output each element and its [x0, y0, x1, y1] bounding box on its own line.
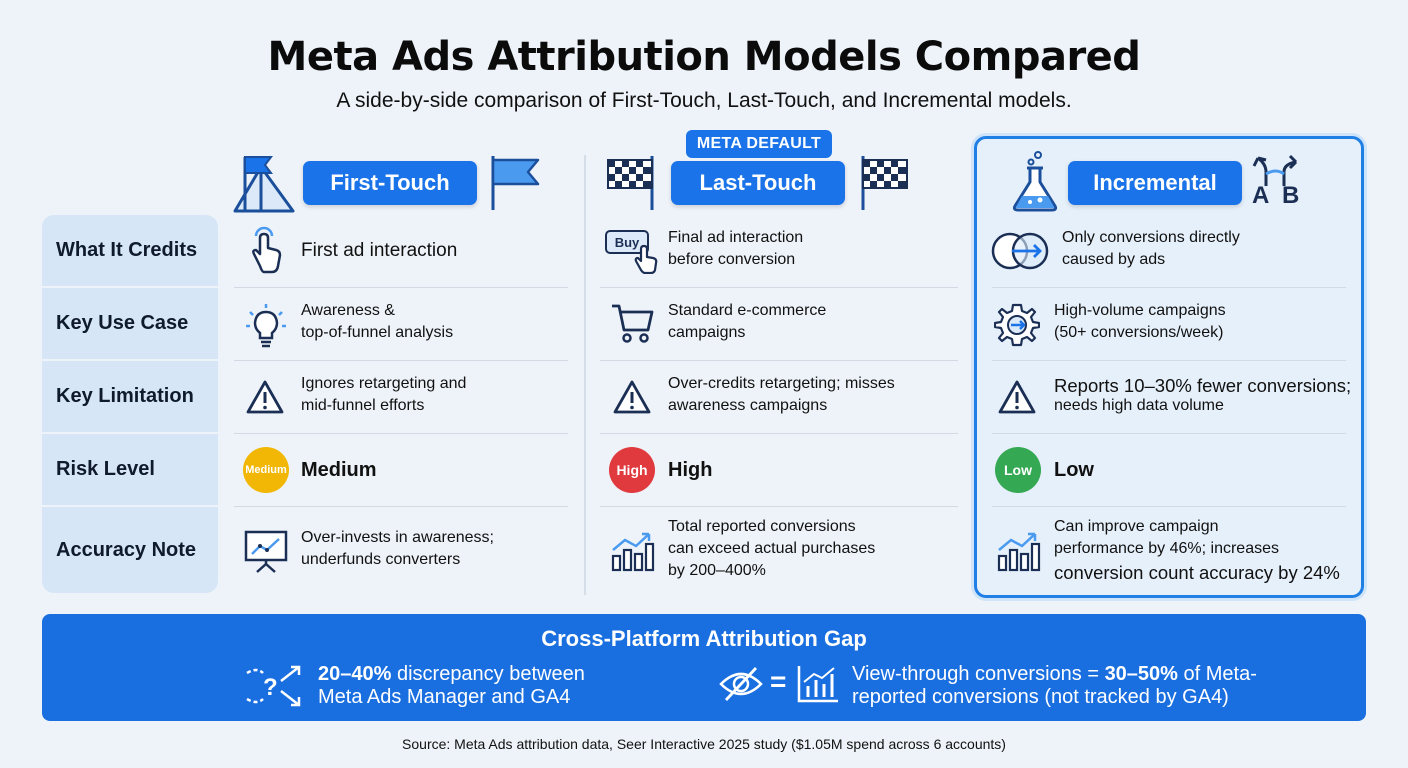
- incremental-note-line3: conversion count accuracy by 24%: [1054, 562, 1340, 583]
- risk-badge-medium: Medium: [243, 447, 289, 493]
- attribution-gap-banner: Cross-Platform Attribution Gap ? 20–40% …: [42, 614, 1366, 721]
- row-label-risk: Risk Level: [42, 434, 218, 507]
- source-note: Source: Meta Ads attribution data, Seer …: [402, 736, 1006, 752]
- row-labels-panel: What It Credits Key Use Case Key Limitat…: [42, 215, 218, 593]
- page-subtitle: A side-by-side comparison of First-Touch…: [336, 89, 1072, 112]
- first-touch-note-line1: Over-invests in awareness;: [301, 529, 494, 546]
- checkered-flag-icon: [604, 154, 658, 212]
- flag-icon: [488, 154, 542, 212]
- last-touch-use-line1: Standard e-commerce: [668, 302, 827, 319]
- row-label-accuracy: Accuracy Note: [56, 538, 197, 561]
- first-touch-limit-line2: mid-funnel efforts: [301, 397, 425, 414]
- banner-left-bold: 20–40%: [318, 663, 392, 685]
- warning-icon: [997, 379, 1037, 415]
- row-separator: [600, 506, 958, 507]
- warning-icon: [245, 379, 285, 415]
- banner-right-line1: View-through conversions = 30–50% of Met…: [852, 663, 1257, 686]
- row-separator: [992, 360, 1346, 361]
- banner-left-line1: 20–40% discrepancy between: [318, 663, 585, 686]
- banner-right-bold: 30–50%: [1104, 663, 1178, 685]
- incremental-credits-line2: caused by ads: [1062, 251, 1166, 268]
- last-touch-risk-text: High: [668, 459, 713, 481]
- last-touch-note-line1: Total reported conversions: [668, 518, 856, 535]
- row-label-credits: What It Credits: [42, 215, 218, 288]
- gear-arrow-icon: [994, 302, 1040, 348]
- tap-hand-icon: [246, 226, 286, 274]
- flag-mountain-icon: [231, 153, 297, 213]
- row-separator: [600, 287, 958, 288]
- first-touch-limit-line1: Ignores retargeting and: [301, 375, 467, 392]
- eye-slash-icon: [718, 666, 764, 702]
- row-separator: [234, 433, 568, 434]
- page-title: Meta Ads Attribution Models Compared: [267, 34, 1141, 80]
- last-touch-credits-line2: before conversion: [668, 251, 796, 268]
- growth-bar-chart-icon: [609, 530, 655, 572]
- row-separator: [234, 287, 568, 288]
- equals-sign: =: [770, 666, 787, 697]
- venn-arrow-icon: [990, 230, 1052, 272]
- banner-right-line2: reported conversions (not tracked by GA4…: [852, 686, 1229, 708]
- risk-badge-low: Low: [995, 447, 1041, 493]
- question-arrows-icon: ?: [245, 661, 305, 709]
- incremental-note-line2: performance by 46%; increases: [1054, 540, 1279, 557]
- lightbulb-icon: [244, 302, 288, 348]
- first-touch-use-line2: top-of-funnel analysis: [301, 324, 454, 341]
- first-touch-use-line1: Awareness &: [301, 302, 395, 319]
- incremental-header: Incremental: [1068, 161, 1242, 205]
- flask-icon: [1010, 150, 1060, 212]
- incremental-risk-text: Low: [1054, 459, 1094, 481]
- banner-right-post: of Meta-: [1177, 663, 1257, 685]
- svg-text:?: ?: [263, 674, 278, 701]
- banner-left-rest: discrepancy between: [391, 663, 585, 685]
- last-touch-limit-line2: awareness campaigns: [668, 397, 828, 414]
- row-separator: [992, 433, 1346, 434]
- last-touch-credits-line1: Final ad interaction: [668, 229, 804, 246]
- bar-chart-icon: [796, 664, 840, 704]
- first-touch-header: First-Touch: [303, 161, 477, 205]
- growth-bar-chart-icon: [995, 530, 1041, 572]
- row-separator: [992, 506, 1346, 507]
- shopping-cart-icon: [610, 302, 654, 344]
- row-separator: [600, 360, 958, 361]
- presentation-chart-icon: [243, 529, 289, 573]
- row-separator: [234, 506, 568, 507]
- row-label-use-case: Key Use Case: [42, 288, 218, 361]
- ab-letter-b: B: [1282, 182, 1300, 209]
- incremental-use-line1: High-volume campaigns: [1054, 302, 1226, 319]
- first-touch-credits-text: First ad interaction: [301, 240, 458, 261]
- incremental-limit-line2: needs high data volume: [1054, 397, 1224, 414]
- incremental-use-line2: (50+ conversions/week): [1054, 324, 1224, 341]
- row-separator: [234, 360, 568, 361]
- warning-icon: [612, 379, 652, 415]
- last-touch-use-line2: campaigns: [668, 324, 746, 341]
- banner-right-pre: View-through conversions =: [852, 663, 1105, 685]
- first-touch-risk-text: Medium: [301, 459, 377, 481]
- row-separator: [600, 433, 958, 434]
- last-touch-note-line2: can exceed actual purchases: [668, 540, 876, 557]
- ab-letter-a: A: [1252, 182, 1270, 209]
- incremental-note-line1: Can improve campaign: [1054, 518, 1219, 535]
- banner-title: Cross-Platform Attribution Gap: [541, 626, 867, 651]
- last-touch-header: Last-Touch: [671, 161, 845, 205]
- incremental-highlight-box: [974, 136, 1364, 598]
- banner-left-line2: Meta Ads Manager and GA4: [318, 686, 571, 708]
- incremental-credits-line1: Only conversions directly: [1062, 229, 1240, 246]
- row-separator: [992, 287, 1346, 288]
- checkered-flag-icon: [858, 154, 912, 212]
- ab-test-icon: A B: [1250, 154, 1312, 210]
- column-divider: [584, 155, 586, 595]
- buy-button-icon: Buy: [605, 228, 661, 276]
- risk-badge-high: High: [609, 447, 655, 493]
- last-touch-note-line3: by 200–400%: [668, 562, 766, 579]
- meta-default-badge: META DEFAULT: [686, 130, 832, 158]
- incremental-limit-line1: Reports 10–30% fewer conversions;: [1054, 375, 1352, 396]
- first-touch-note-line2: underfunds converters: [301, 551, 461, 568]
- row-label-limitation: Key Limitation: [42, 361, 218, 434]
- last-touch-limit-line1: Over-credits retargeting; misses: [668, 375, 895, 392]
